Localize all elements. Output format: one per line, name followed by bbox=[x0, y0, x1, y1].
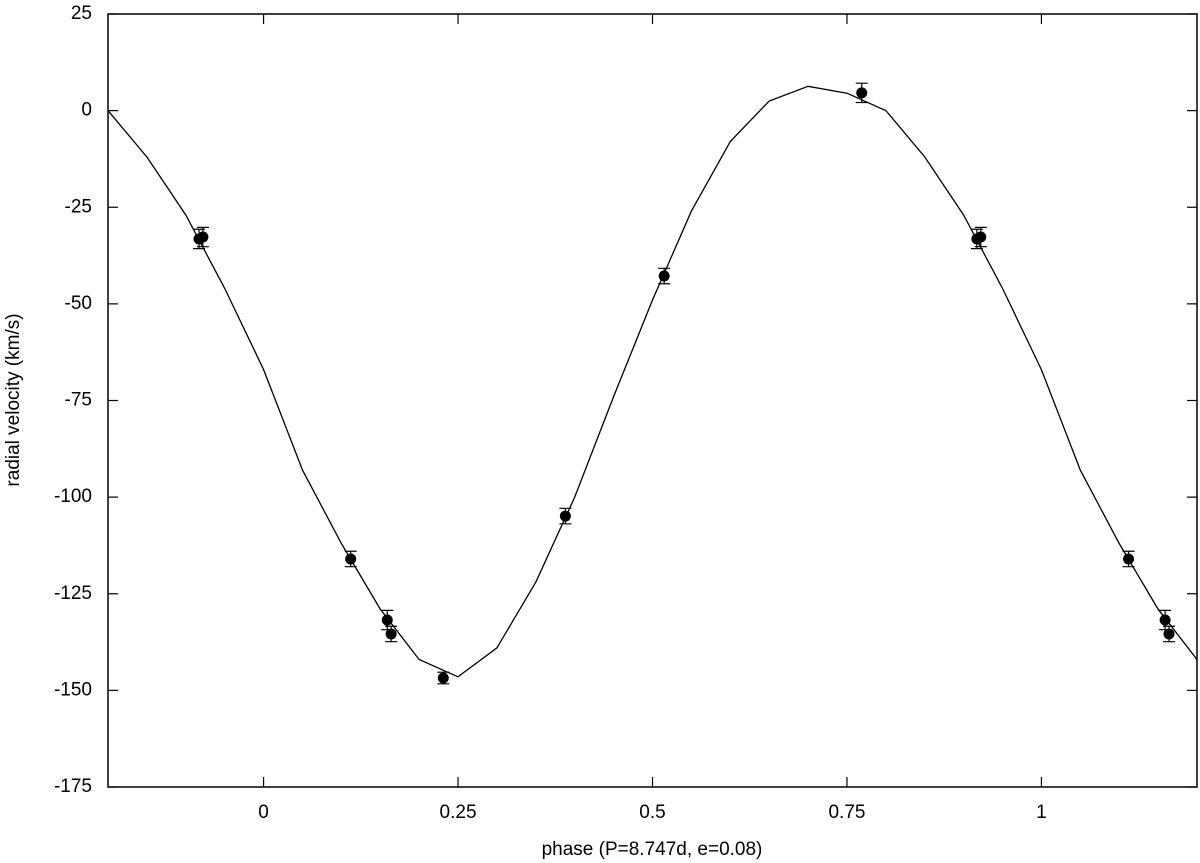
y-tick-label: -175 bbox=[54, 776, 92, 797]
data-point bbox=[197, 231, 209, 243]
x-tick-label: 0.5 bbox=[639, 802, 665, 823]
x-tick-label: 0.75 bbox=[828, 802, 865, 823]
x-tick-label: 1 bbox=[1036, 802, 1047, 823]
x-axis-label: phase (P=8.747d, e=0.08) bbox=[542, 839, 763, 860]
x-tick-label: 0.25 bbox=[440, 802, 477, 823]
data-point bbox=[1163, 628, 1175, 640]
x-tick-label: 0 bbox=[258, 802, 269, 823]
data-point bbox=[385, 628, 397, 640]
y-axis-label: radial velocity (km/s) bbox=[3, 313, 24, 486]
y-tick-label: -100 bbox=[54, 486, 92, 507]
y-tick-label: -125 bbox=[54, 583, 92, 604]
data-point bbox=[856, 87, 868, 99]
y-tick-label: 25 bbox=[71, 3, 92, 24]
y-tick-label: -50 bbox=[65, 293, 92, 314]
y-tick-label: -75 bbox=[65, 390, 92, 411]
fit-curve bbox=[107, 85, 1198, 678]
plot-frame bbox=[107, 13, 1198, 788]
data-point bbox=[437, 672, 449, 684]
y-tick-label: -150 bbox=[54, 679, 92, 700]
y-tick-label: -25 bbox=[65, 196, 92, 217]
y-tick-label: 0 bbox=[81, 100, 92, 121]
data-point bbox=[975, 231, 987, 243]
